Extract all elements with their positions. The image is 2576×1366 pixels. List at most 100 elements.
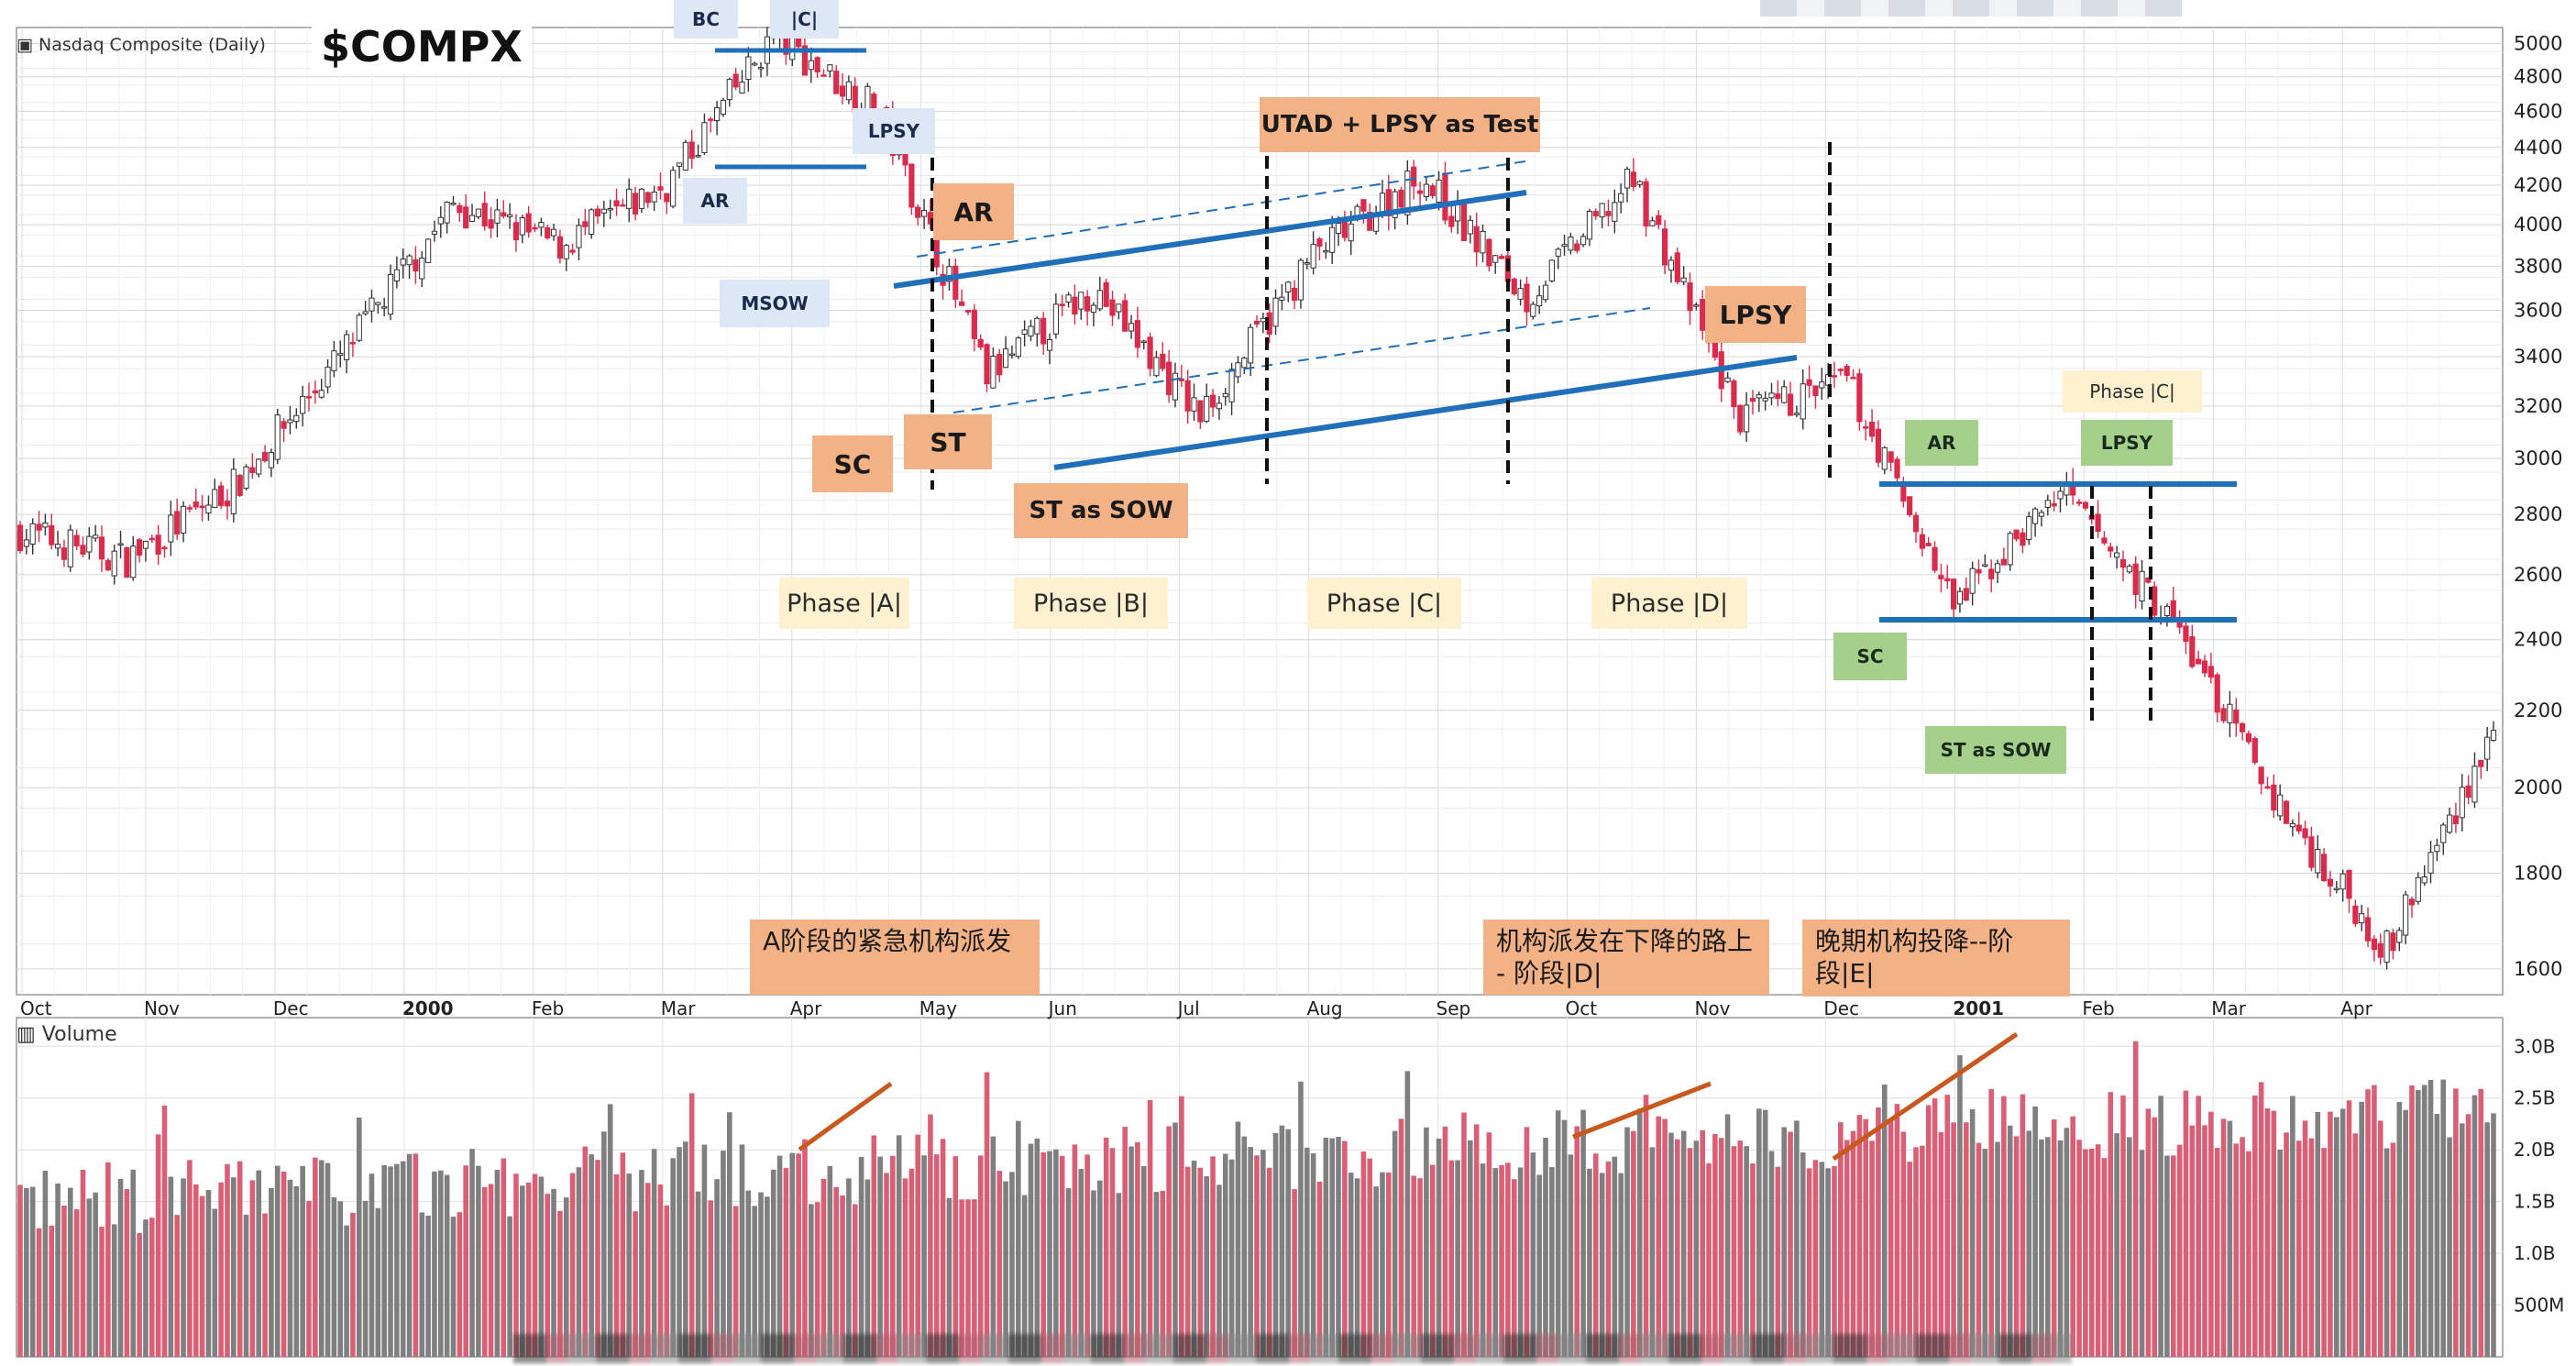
candle-body [1090,304,1097,314]
candle-body [1837,369,1844,371]
volume-bar [1235,1121,1241,1357]
volume-bar [2208,1111,2214,1357]
y-tick-label: 3600 [2514,300,2562,322]
candle-body [713,107,721,122]
candle-body [463,206,469,229]
candle-body [1310,244,1316,269]
candle-body [419,258,425,280]
volume-bar [726,1112,732,1357]
candle-body [1008,353,1016,357]
candle-body [1442,172,1448,221]
candle-body [1140,340,1147,344]
candle-body [1749,398,1756,402]
candle-body [1411,166,1417,187]
candle-body [281,421,287,429]
volume-bar [413,1153,419,1357]
candle-body [1555,248,1561,257]
volume-bar [2095,1144,2101,1357]
volume-bar [2083,1149,2088,1357]
x-tick-label: Nov [1694,997,1730,1019]
volume-bar [1624,1127,1630,1357]
candle-body [1153,357,1160,377]
volume-bar [1386,1172,1392,1357]
candle-body [1793,413,1800,415]
volume-bar [2145,1108,2152,1357]
volume-trend-1 [798,1081,893,1152]
volume-bar [1517,1167,1524,1357]
candle-body [1492,255,1499,263]
volume-bar [2416,1090,2421,1357]
candle-body [393,269,400,281]
volume-bar [532,1173,538,1357]
candle-body [1605,211,1612,216]
volume-bar [1429,1164,1436,1357]
volume-bar [2020,1094,2026,1357]
candle-body [1744,404,1750,433]
candle-body [2434,844,2440,853]
candle-body [626,188,633,209]
candle-body [1096,290,1103,310]
volume-bar [977,1155,984,1357]
candle-body [2026,516,2032,541]
candle-body [2114,552,2120,558]
candle-body [507,214,513,217]
volume-bar [633,1211,638,1357]
y-tick-label: 4400 [2514,137,2562,159]
candle-body [670,170,677,207]
candle-body [1612,202,1618,222]
volume-bar [1768,1151,1775,1357]
price-panel-frame [16,27,2504,996]
volume-bar [569,1173,576,1357]
volume-bar [199,1195,205,1357]
candle-body [1561,244,1568,248]
candle-body [984,344,990,385]
volume-bar [143,1219,149,1357]
volume-bar [1373,1186,1379,1357]
volume-bar [2377,1120,2383,1357]
candle-body [1480,230,1486,254]
volume-tick-label: 1.5B [2514,1191,2556,1213]
candle-body [2000,558,2007,566]
volume-bar [1574,1126,1580,1357]
volume-bar [2076,1140,2082,1357]
volume-bar [2339,1108,2346,1357]
candle-body [732,73,739,88]
volume-bar [2258,1082,2264,1357]
candle-body [450,203,457,205]
volume-bar [1135,1141,1140,1357]
candle-body [1831,375,1838,378]
candle-body [457,204,463,214]
volume-bar [2427,1079,2434,1357]
volume-bar [915,1134,921,1357]
candle-body [1956,590,1964,605]
volume-bar [545,1194,551,1357]
volume-bar [293,1185,300,1357]
volume-bar [721,1151,726,1357]
candle-body [512,222,520,241]
volume-bar [601,1131,607,1357]
volume-bar [212,1208,218,1357]
candle-body [1938,575,1944,579]
candle-body [1982,564,1988,567]
volume-bar [732,1206,739,1357]
candle-body [952,265,959,300]
volume-bar [507,1216,512,1357]
volume-bar [2334,1117,2339,1357]
volume-bar [525,1182,532,1357]
volume-bar [1762,1109,1768,1357]
candle-body [413,259,419,272]
candle-body [1360,199,1367,212]
candle-body [757,67,765,70]
volume-bar [1179,1096,1184,1357]
volume-bar [1932,1098,1938,1357]
volume-bar [1316,1181,1323,1357]
volume-bar [2170,1155,2176,1357]
candle-body [1912,514,1920,533]
candle-body [820,74,827,77]
candle-body [720,99,727,116]
candle-body [2421,876,2427,884]
candle-body [444,202,450,224]
volume-bar [174,1215,180,1357]
volume-bar [1750,1163,1756,1357]
candle-body [1844,366,1850,376]
